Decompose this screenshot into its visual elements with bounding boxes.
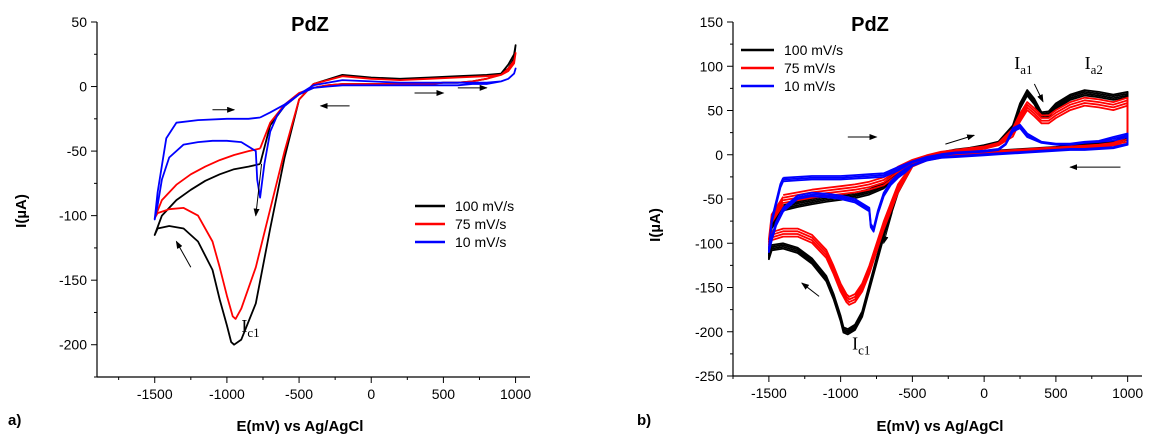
series-line-100-mv-s [768,92,1129,334]
series-line-75-mv-s [768,96,1129,298]
chart-title-b: PdZ [851,14,889,36]
x-tick-label: 500 [432,386,456,402]
y-tick-label: 100 [700,58,724,74]
series-line-75-mv-s [153,52,517,320]
y-tick-label: 50 [71,14,87,30]
x-tick-label: 0 [367,386,375,402]
x-tick-label: 1000 [500,386,531,402]
x-tick-label: -1500 [137,386,173,402]
annotations-a: Ic1 [241,316,259,340]
y-tick-label: 150 [700,14,724,30]
y-tick-label: -200 [59,337,87,353]
y-tick-label: -150 [59,272,87,288]
x-tick-label: -500 [285,386,313,402]
x-tick-label: 1000 [1112,385,1143,401]
x-axis-label-a: E(mV) vs Ag/AgCl [237,418,364,435]
x-tick-label: 0 [980,385,988,401]
annotations-b: Ia1 Ia2 Ic1 [852,53,1103,358]
y-tick-label: -150 [695,280,723,296]
y-tick-label: -200 [695,324,723,340]
chart-title-a: PdZ [291,14,329,36]
y-tick-label: -250 [695,368,723,384]
direction-arrow [253,163,263,217]
axes-b: -1500 -1000 -500 0 500 1000150100500-50-100-1… [695,14,1143,401]
curves-b [768,89,1129,336]
peak-annotation-a1: Ia1 [1014,53,1032,77]
legend-a: 100 mV/s 75 mV/s 10 mV/s [415,198,514,250]
peak-annotation-a2: Ia2 [1085,53,1103,77]
x-tick-label: -500 [898,385,926,401]
series-line-10-mv-s [768,123,1129,250]
curves-a [153,44,517,346]
legend-label: 10 mV/s [784,78,835,94]
direction-arrow [882,212,893,245]
panel-label-b: b) [637,412,651,429]
direction-arrow [1033,83,1044,103]
x-tick-label: -1000 [209,386,245,402]
direction-arrow [945,134,976,145]
x-tick-label: -1000 [823,385,859,401]
y-tick-label: -50 [67,143,87,159]
panel-label-a: a) [8,412,21,429]
y-tick-label: 0 [79,79,87,95]
x-axis-label-b: E(mV) vs Ag/AgCl [877,418,1004,435]
series-line-10-mv-s [153,67,517,221]
y-tick-label: 50 [707,103,723,119]
panel-b: PdZ I(µA) E(mV) vs Ag/AgCl b) -1500 -1000… [637,14,1143,435]
legend-label: 100 mV/s [784,42,843,58]
legend-label: 10 mV/s [455,234,506,250]
y-tick-label: -50 [703,191,723,207]
series-line-100-mv-s [153,44,517,346]
legend-label: 100 mV/s [455,198,514,214]
series-line-100-mv-s [768,91,1129,332]
x-tick-label: 500 [1044,385,1068,401]
peak-annotation-c1: Ic1 [241,316,259,340]
series-line-100-mv-s [768,89,1129,331]
legend-b: 100 mV/s 75 mV/s 10 mV/s [741,42,843,94]
direction-arrow [801,282,820,297]
y-tick-label: 0 [715,147,723,163]
peak-annotation-c1: Ic1 [852,333,870,357]
arrows-b [801,83,1121,297]
direction-arrow [175,240,192,268]
series-line-100-mv-s [768,94,1129,336]
y-tick-label: -100 [695,235,723,251]
panel-a: PdZ I(µA) E(mV) vs Ag/AgCl a) -1500 -1000… [8,14,531,435]
legend-label: 75 mV/s [784,60,835,76]
y-axis-label-a: I(µA) [13,194,30,228]
x-tick-label: -1500 [751,385,787,401]
legend-label: 75 mV/s [455,216,506,232]
y-tick-label: -100 [59,208,87,224]
arrows-a [175,84,488,268]
y-axis-label-b: I(µA) [647,208,664,242]
